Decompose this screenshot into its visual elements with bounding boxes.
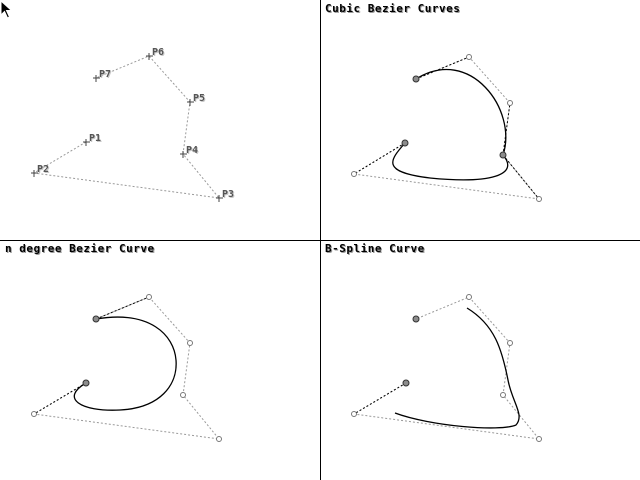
cubic-bezier-canvas[interactable] [320,0,640,240]
cubic-bezier-curve [392,68,509,181]
point-marker-p1 [83,139,90,146]
arrow-pointer-icon [0,0,13,19]
point-marker-p3 [216,195,223,202]
horizontal-divider [0,240,640,241]
point-marker-p6 [146,53,153,60]
point-label-p2: P2 [37,164,50,175]
control-point-markers [31,53,223,202]
control-point-markers [351,294,542,442]
point-label-p6: P6 [152,47,165,58]
n-degree-bezier-panel[interactable]: n degree Bezier Curve [0,240,320,480]
control-polygon [352,56,541,200]
point-label-p1: P1 [89,133,102,144]
tangent-line [33,382,87,415]
point-label-p3: P3 [222,189,235,200]
b-spline-curve [394,307,520,429]
control-polygon [32,296,221,440]
point-label-p7: P7 [99,69,112,80]
point-label-p5: P5 [193,93,206,104]
tangent-line [95,296,150,320]
tangent-line [353,142,406,175]
tangent-line [502,154,540,200]
control-polygon-canvas[interactable] [0,0,320,240]
point-marker-p2 [31,170,38,177]
panel-title: B-Spline Curve [325,242,425,255]
control-polygon [32,55,221,199]
control-point-markers [351,54,542,202]
cubic-bezier-panel[interactable]: Cubic Bezier Curves [320,0,640,240]
n-degree-bezier-canvas[interactable] [0,240,320,480]
point-marker-p5 [187,99,194,106]
tangent-line [502,102,511,156]
control-point-markers [31,294,222,442]
tangent-line [353,382,407,415]
point-marker-p4 [180,151,187,158]
panel-title: Cubic Bezier Curves [325,2,461,15]
panel-title: n degree Bezier Curve [5,242,155,255]
b-spline-panel[interactable]: B-Spline Curve [320,240,640,480]
point-marker-p7 [93,75,100,82]
n-degree-bezier-curve [73,316,177,411]
point-label-p4: P4 [186,145,199,156]
control-points-panel[interactable]: P1 P2 P3 P4 P5 P6 P7 [0,0,320,240]
b-spline-canvas[interactable] [320,240,640,480]
control-polygon [352,296,541,440]
tangent-line [415,56,470,80]
